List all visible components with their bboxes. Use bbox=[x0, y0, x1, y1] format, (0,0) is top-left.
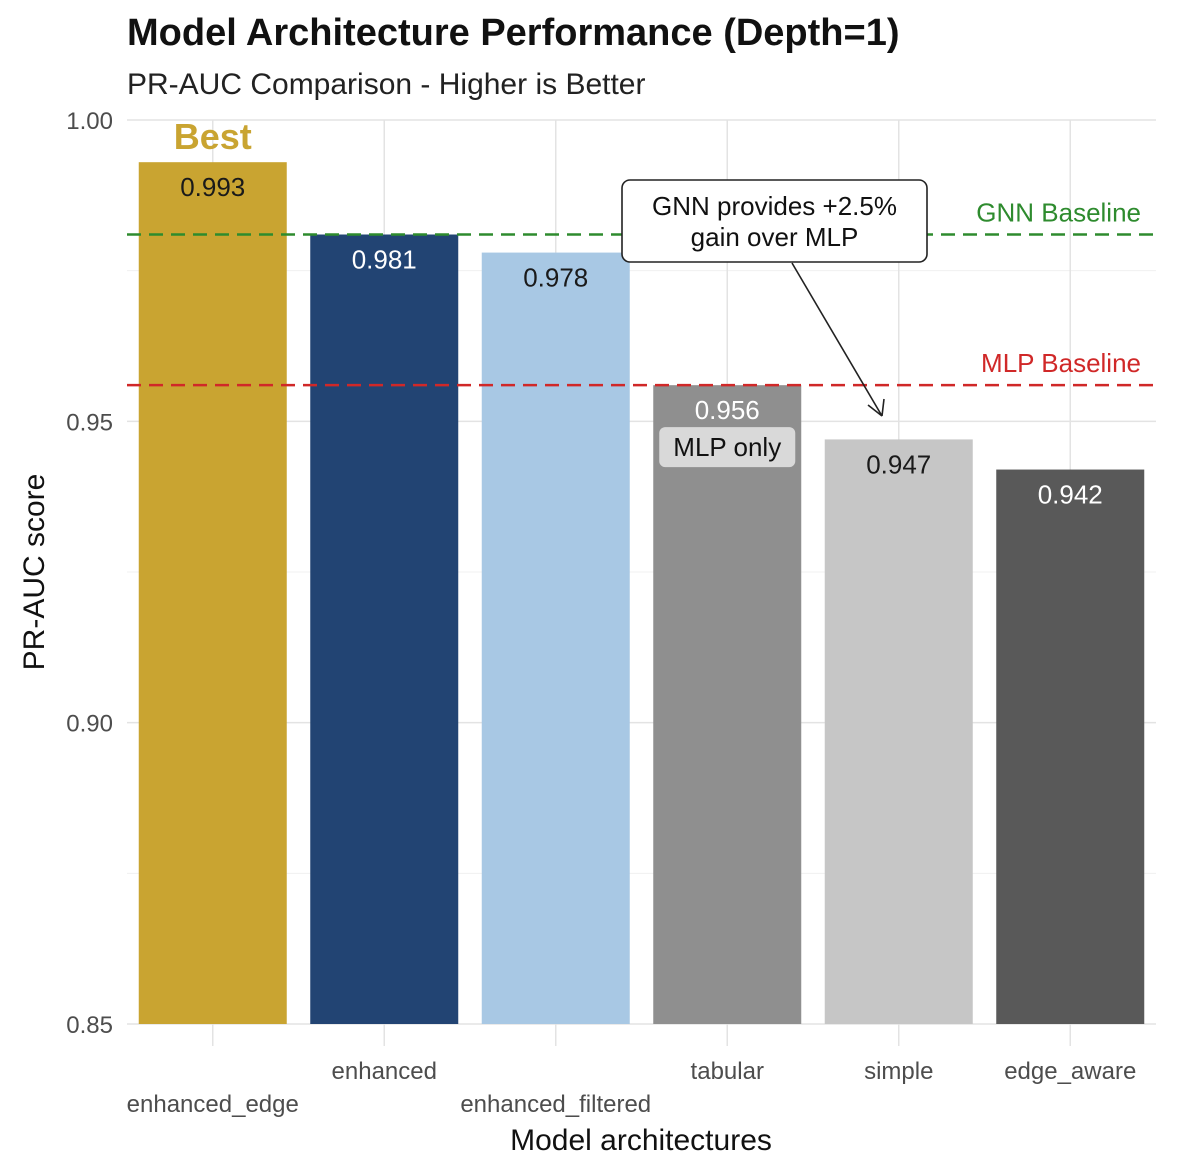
chart-subtitle: PR-AUC Comparison - Higher is Better bbox=[127, 68, 646, 101]
callout-arrow-head bbox=[867, 398, 885, 417]
x-axis-title: Model architectures bbox=[510, 1124, 772, 1157]
callout-arrow-line bbox=[791, 262, 883, 417]
y-tick-label: 0.85 bbox=[66, 1012, 113, 1039]
best-annotation: Best bbox=[174, 116, 252, 157]
x-tick-label: simple bbox=[864, 1058, 933, 1085]
reference-line-label: GNN Baseline bbox=[976, 198, 1141, 228]
callout-box bbox=[621, 179, 928, 263]
mlp-only-label: MLP only bbox=[673, 432, 781, 462]
value-label: 0.993 bbox=[180, 172, 245, 202]
bar-enhanced_edge bbox=[138, 162, 287, 1025]
x-tick-label: enhanced_filtered bbox=[460, 1091, 651, 1118]
value-label: 0.978 bbox=[523, 263, 588, 293]
value-label: 0.981 bbox=[352, 245, 417, 275]
value-label: 0.942 bbox=[1038, 480, 1103, 510]
y-tick-label: 1.00 bbox=[66, 108, 113, 135]
x-tick-label: edge_aware bbox=[1004, 1058, 1136, 1085]
x-tick-label: enhanced_edge bbox=[127, 1091, 299, 1118]
bar-enhanced bbox=[310, 234, 459, 1025]
bar-edge_aware bbox=[996, 469, 1145, 1025]
chart-title: Model Architecture Performance (Depth=1) bbox=[127, 12, 900, 54]
bar-enhanced_filtered bbox=[481, 252, 630, 1024]
mlp-only-label-box bbox=[659, 427, 796, 468]
value-label: 0.947 bbox=[866, 449, 931, 479]
x-tick-label: enhanced bbox=[332, 1058, 437, 1085]
y-tick-label: 0.90 bbox=[66, 711, 113, 738]
bar-simple bbox=[824, 439, 973, 1024]
callout-text: GNN provides +2.5% bbox=[652, 191, 897, 221]
reference-line-label: MLP Baseline bbox=[981, 348, 1141, 378]
x-tick-label: tabular bbox=[691, 1058, 764, 1085]
bar-tabular bbox=[653, 385, 802, 1024]
callout-text: gain over MLP bbox=[691, 222, 859, 252]
y-tick-label: 0.95 bbox=[66, 409, 113, 436]
value-label: 0.956 bbox=[695, 395, 760, 425]
y-axis-title: PR-AUC score bbox=[18, 474, 51, 671]
